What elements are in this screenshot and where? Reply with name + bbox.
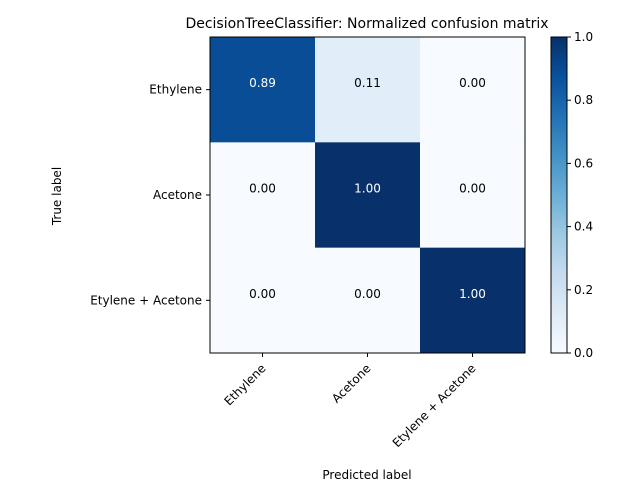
heatmap-cell-r0-c1 [315,37,421,143]
cell-value-label-r1-c1: 1.00 [354,182,381,196]
x-tick-label: Ethylene [221,361,268,408]
heatmap-cell-r0-c0 [210,37,316,143]
cell-value-label-r0-c1: 0.11 [354,76,381,90]
cell-value-label-r2-c0: 0.00 [249,287,276,301]
heatmap-cell-r1-c2 [420,142,526,249]
cell-value-label-r2-c2: 1.00 [459,287,486,301]
heatmap-cells [210,37,526,354]
heatmap-cell-r1-c1 [315,142,421,249]
x-tick-label: Acetone [329,361,374,406]
chart-title: DecisionTreeClassifier: Normalized confu… [185,16,548,32]
colorbar-tick-label: 0.4 [574,220,593,234]
colorbar-tick-label: 0.8 [574,93,593,107]
y-axis-ticks: Ethylene Acetone Etylene + Acetone [90,83,210,307]
colorbar-tick-label: 0.6 [574,156,593,170]
heatmap-cell-r2-c1 [315,247,421,354]
colorbar [550,36,568,354]
heatmap-cell-r2-c2 [420,247,526,354]
cell-value-label-r1-c2: 0.00 [459,182,486,196]
colorbar-tick-label: 1.0 [574,30,593,44]
cell-value-label-r0-c2: 0.00 [459,76,486,90]
x-tick-label: Etylene + Acetone [390,361,479,450]
colorbar-tick-label: 0.2 [574,283,593,297]
heatmap-cell-r0-c2 [420,37,526,143]
heatmap-cell-r1-c0 [210,142,316,249]
y-axis-label: True label [50,167,64,226]
heatmap-cell-labels: 0.89 0.11 0.00 0.00 1.00 0.00 0.00 0.00 1.00 [249,76,486,301]
y-tick-label: Ethylene [149,83,202,97]
cell-value-label-r0-c0: 0.89 [249,76,276,90]
cell-value-label-r1-c0: 0.00 [249,182,276,196]
x-axis-ticks: Ethylene Acetone Etylene + Acetone [221,353,479,450]
y-tick-label: Acetone [153,188,202,202]
colorbar-tick-label: 0.0 [574,346,593,360]
heatmap-cell-r2-c0 [210,247,316,354]
y-tick-label: Etylene + Acetone [90,293,202,307]
colorbar-ticks: 0.0 0.2 0.4 0.6 0.8 1.0 [567,30,593,360]
x-axis-label: Predicted label [322,468,411,480]
cell-value-label-r2-c1: 0.00 [354,287,381,301]
